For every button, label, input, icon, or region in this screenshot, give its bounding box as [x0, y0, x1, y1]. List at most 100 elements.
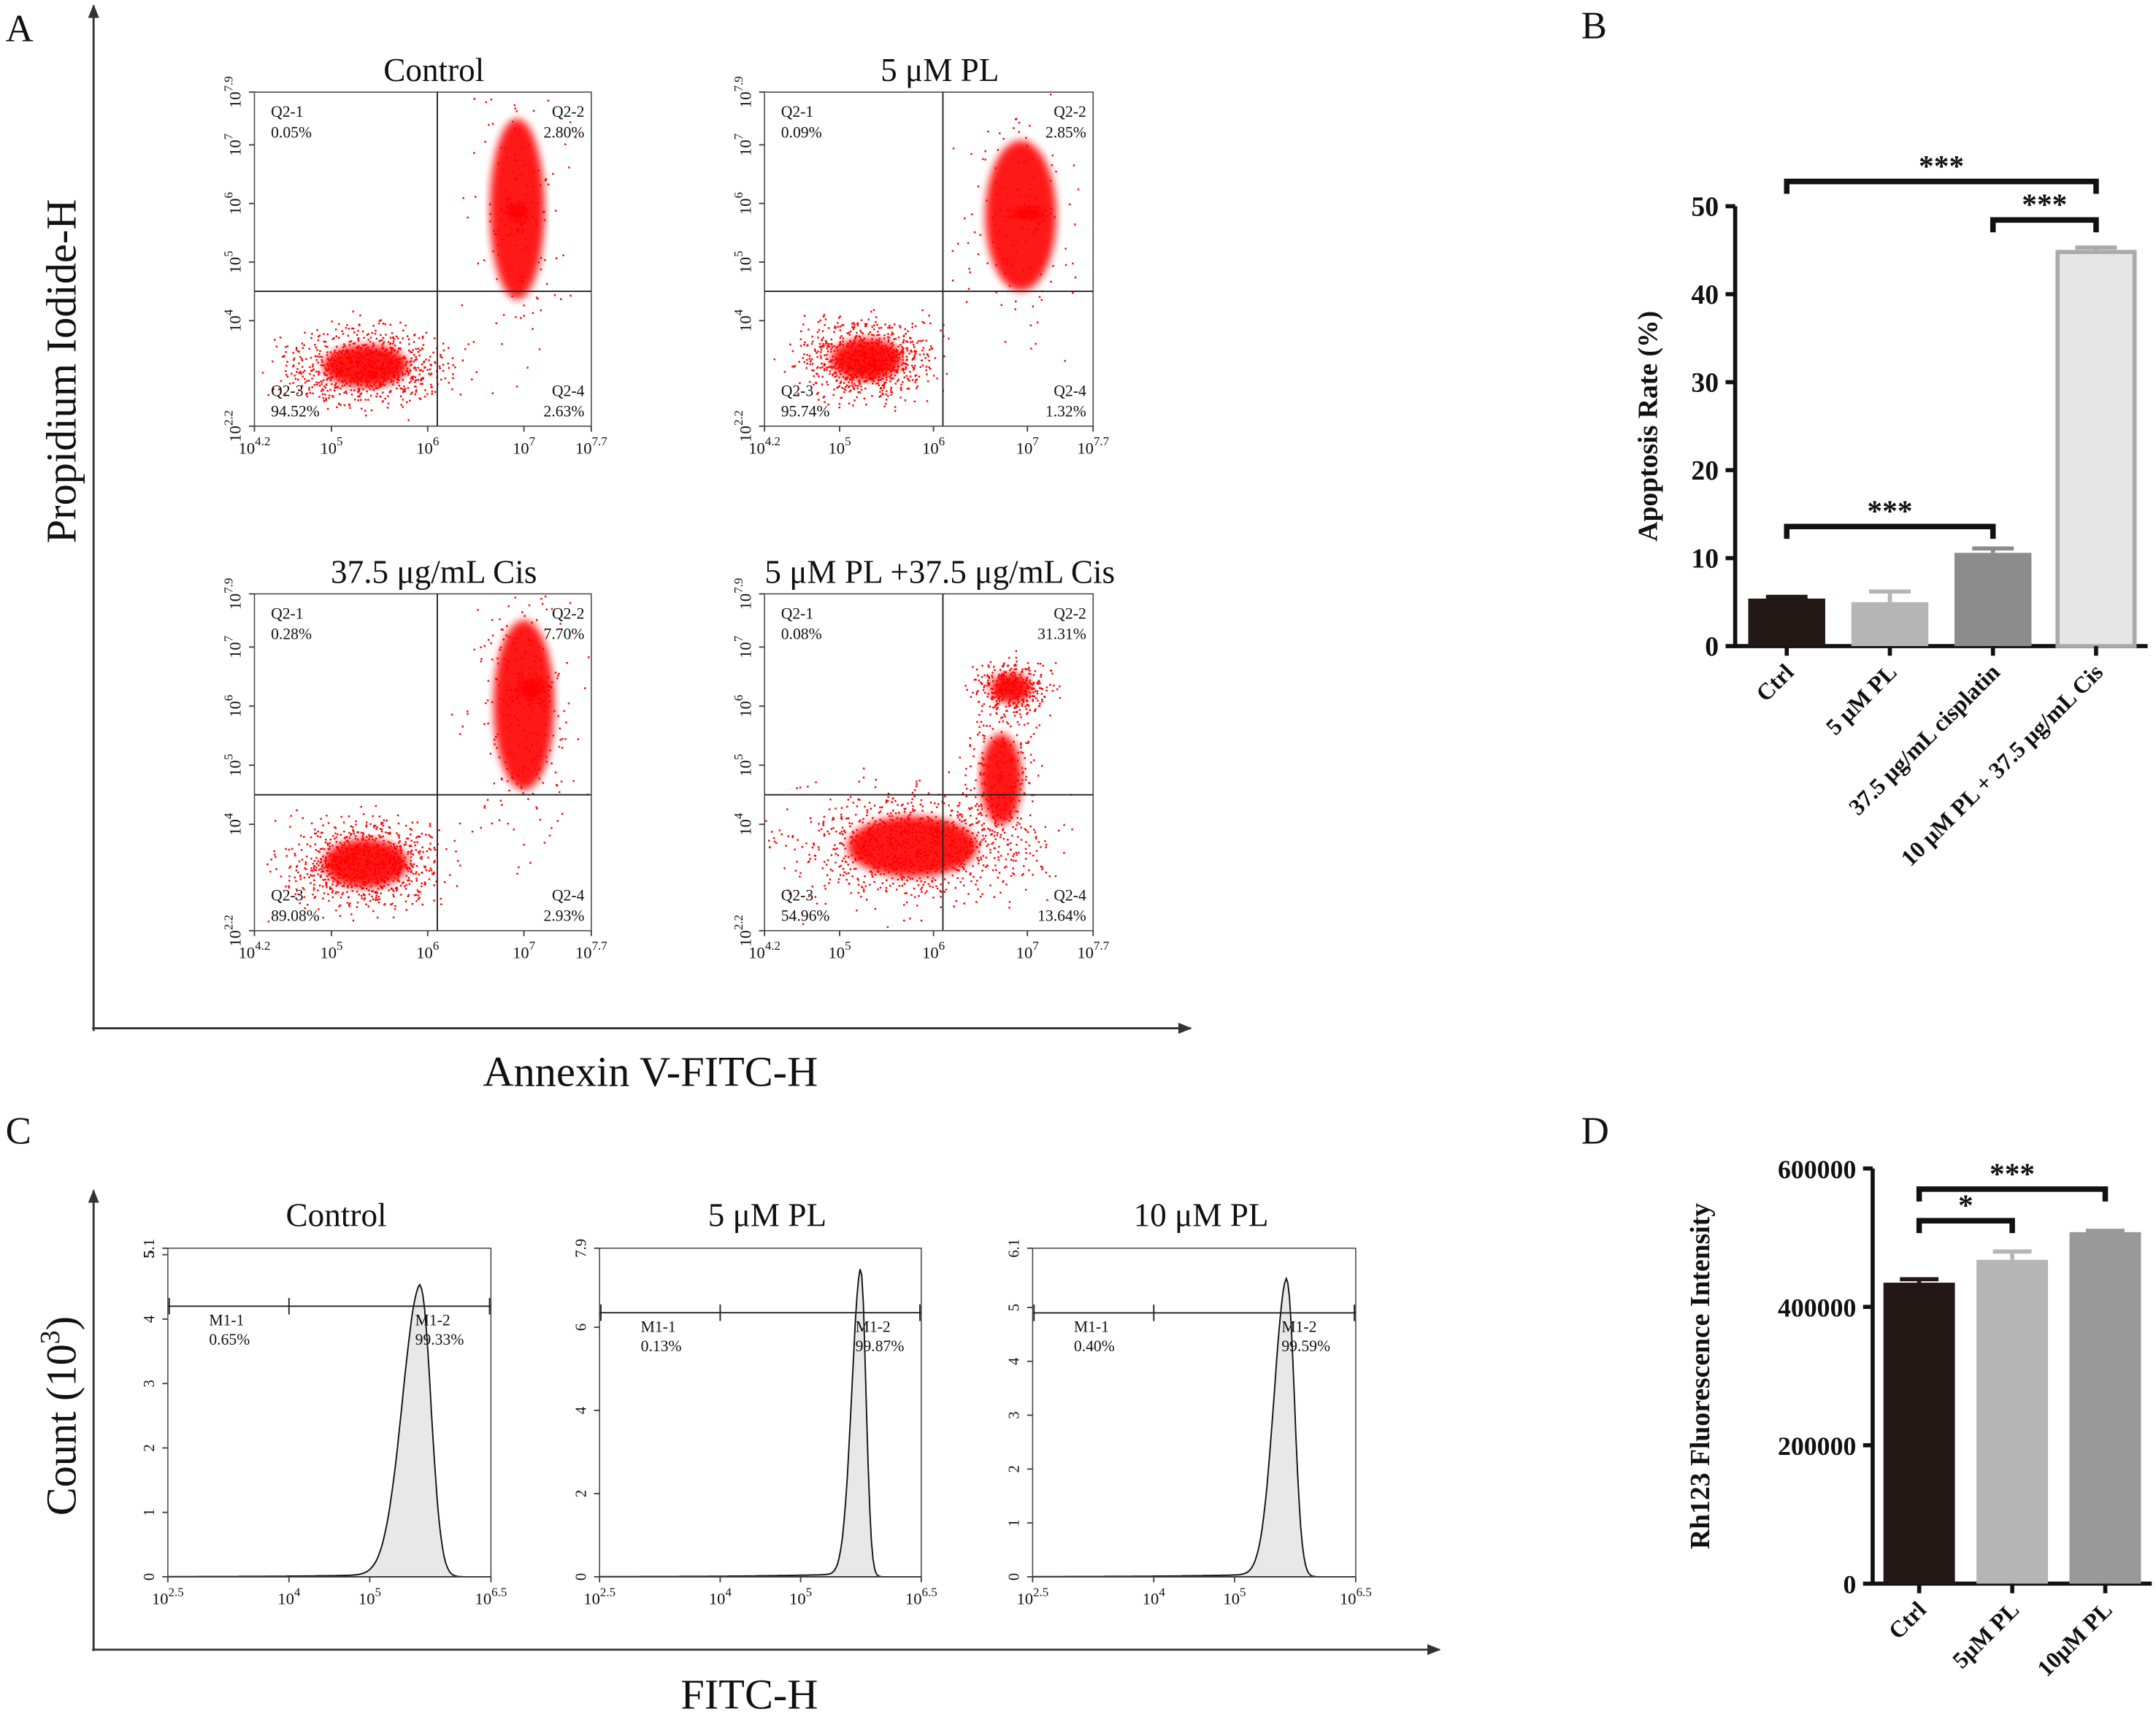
event-dot	[558, 672, 560, 675]
event-dot	[860, 847, 863, 849]
event-dot	[523, 843, 525, 846]
event-dot	[348, 867, 350, 869]
event-dot	[542, 685, 545, 688]
event-dot	[855, 836, 857, 838]
event-dot	[872, 357, 875, 359]
event-dot	[985, 834, 987, 837]
event-dot	[403, 356, 405, 358]
event-dot	[401, 388, 403, 391]
event-dot	[519, 702, 522, 704]
event-dot	[372, 377, 374, 380]
event-dot	[501, 343, 503, 345]
event-dot	[353, 856, 356, 858]
event-dot	[521, 224, 523, 227]
event-dot	[392, 894, 394, 896]
event-dot	[839, 382, 842, 385]
event-dot	[539, 767, 542, 769]
event-dot	[326, 407, 329, 410]
event-dot	[409, 828, 411, 830]
event-dot	[860, 331, 862, 334]
event-dot	[534, 731, 537, 733]
event-dot	[977, 674, 979, 677]
event-dot	[1025, 712, 1028, 715]
event-dot	[345, 848, 347, 850]
event-dot	[924, 851, 927, 853]
event-dot	[864, 370, 867, 372]
event-dot	[822, 315, 825, 318]
event-dot	[840, 373, 842, 375]
event-dot	[334, 359, 337, 362]
event-dot	[421, 872, 423, 874]
event-dot	[323, 385, 326, 388]
event-dot	[352, 829, 354, 831]
event-dot	[350, 885, 353, 887]
event-dot	[1025, 775, 1027, 778]
event-dot	[823, 833, 826, 835]
event-dot	[903, 362, 906, 365]
event-dot	[911, 863, 914, 866]
event-dot	[883, 873, 886, 875]
event-dot	[535, 656, 537, 658]
event-dot	[889, 358, 891, 360]
event-dot	[508, 789, 510, 792]
event-dot	[914, 838, 917, 841]
event-dot	[530, 639, 532, 642]
event-dot	[380, 879, 383, 881]
event-dot	[494, 233, 496, 236]
event-dot	[1040, 865, 1043, 868]
event-dot	[1016, 688, 1018, 691]
event-dot	[838, 406, 840, 409]
tick-exp: 7	[732, 134, 745, 139]
event-dot	[1063, 851, 1065, 854]
event-dot	[408, 343, 410, 345]
event-dot	[843, 875, 845, 877]
event-dot	[379, 355, 381, 357]
event-dot	[392, 376, 395, 378]
event-dot	[374, 840, 376, 842]
event-dot	[400, 366, 403, 369]
event-dot	[376, 883, 379, 885]
event-dot	[1005, 705, 1008, 708]
event-dot	[267, 921, 270, 923]
event-dot	[518, 866, 520, 869]
event-dot	[824, 364, 826, 366]
event-dot	[981, 795, 983, 798]
event-dot	[854, 337, 857, 340]
event-dot	[810, 821, 813, 823]
event-dot	[385, 334, 387, 336]
event-dot	[349, 368, 351, 371]
event-dot	[501, 210, 504, 212]
event-dot	[377, 849, 379, 851]
event-dot	[808, 860, 810, 863]
event-dot	[358, 861, 360, 864]
event-dot	[303, 896, 306, 899]
event-dot	[1006, 262, 1008, 265]
event-dot	[396, 814, 399, 817]
event-dot	[337, 833, 339, 836]
event-dot	[382, 353, 384, 356]
event-dot	[863, 852, 865, 854]
event-dot	[375, 837, 377, 840]
event-dot	[891, 858, 894, 860]
event-dot	[275, 820, 277, 822]
event-dot	[467, 710, 469, 712]
event-dot	[901, 350, 903, 352]
event-dot	[891, 843, 894, 845]
tick-base: 10	[1077, 439, 1094, 457]
event-dot	[983, 822, 985, 825]
event-dot	[412, 866, 414, 868]
event-dot	[550, 607, 553, 610]
event-dot	[353, 342, 356, 345]
event-dot	[381, 345, 383, 347]
event-dot	[829, 366, 831, 369]
event-dot	[933, 840, 936, 842]
event-dot	[909, 371, 911, 373]
event-dot	[515, 649, 518, 651]
event-dot	[410, 380, 413, 383]
event-dot	[891, 369, 894, 371]
event-dot	[1015, 859, 1017, 862]
event-dot	[1040, 693, 1043, 695]
event-dot	[897, 360, 899, 362]
event-dot	[940, 906, 942, 909]
event-dot	[861, 886, 864, 888]
